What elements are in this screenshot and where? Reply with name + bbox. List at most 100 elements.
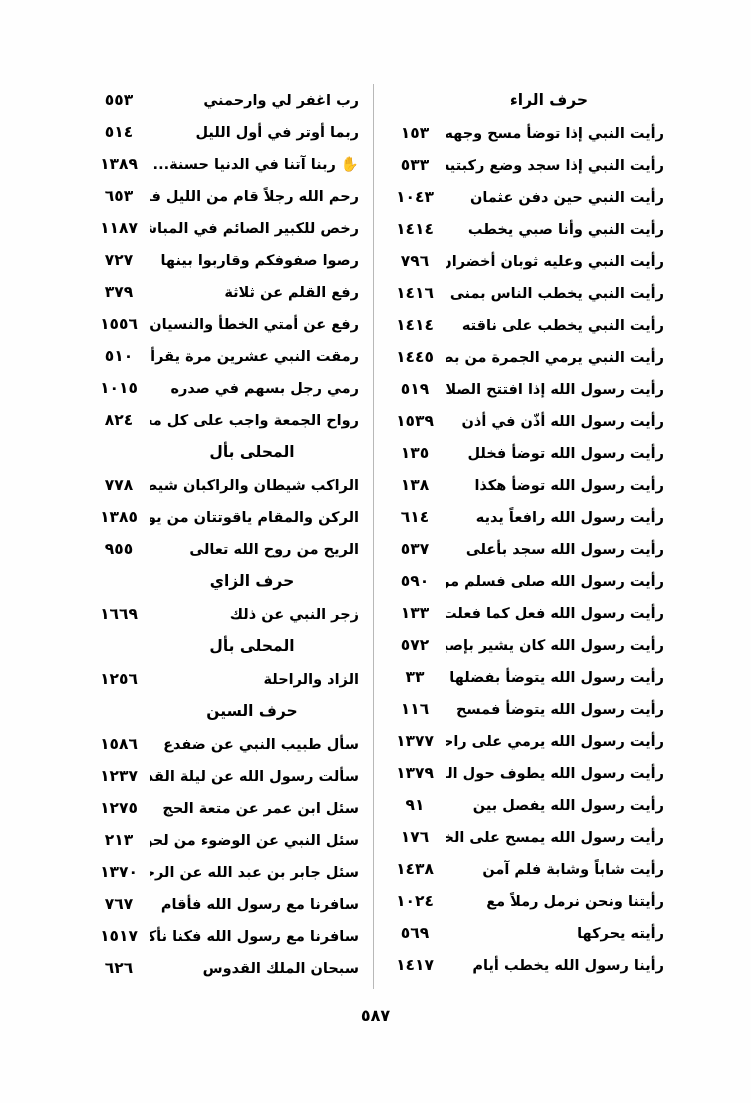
index-entry-title: رحم الله رجلاً قام من الليل فصلى	[150, 189, 359, 205]
index-entry[interactable]: سافرنا مع رسول الله فكنا نأكل ١٥١٧	[88, 920, 361, 952]
index-entry[interactable]: سئل ابن عمر عن متعة الحج ١٢٧٥	[88, 792, 361, 824]
index-entry-page-number: ١٥٣٩	[396, 412, 434, 430]
index-entry-page-number: ١٣٨٥	[100, 508, 138, 526]
index-entry-page-number: ١٣٧٧	[396, 732, 434, 750]
index-entry[interactable]: رأيت رسول الله فعل كما فعلت ١٣٣	[384, 597, 666, 629]
index-entry[interactable]: رأيت رسول الله يرمي على راحلته ١٣٧٧	[384, 725, 666, 757]
index-entry-title: رأيت النبي إذا توضأ مسح وجهه	[446, 126, 664, 142]
index-entry-page-number: ٧٩٦	[400, 252, 430, 270]
index-entry-page-number: ٥٥٣	[104, 91, 134, 109]
index-entry[interactable]: رأيت النبي يخطب على ناقته ١٤١٤	[384, 309, 666, 341]
index-entry[interactable]: رب اغفر لي وارحمني ٥٥٣	[88, 84, 361, 116]
index-entry-page-number: ١٣٥	[400, 444, 430, 462]
index-entry[interactable]: رأيت رسول الله يطوف حول البيت ١٣٧٩	[384, 757, 666, 789]
index-entry[interactable]: سألت رسول الله عن ليلة القدر ١٢٣٧	[88, 760, 361, 792]
index-entry-page-number: ٢١٣	[104, 831, 134, 849]
index-entry-title: رأيت رسول الله يتوضأ فمسح	[455, 702, 664, 718]
index-entry-page-number: ٨٢٤	[104, 411, 134, 429]
index-entry[interactable]: رأيت رسول الله يمسح على الخفين ١٧٦	[384, 821, 666, 853]
index-entry-title: رأيت رسول الله رافعاً يديه	[475, 510, 664, 526]
index-entry-page-number: ١٢٥٦	[100, 670, 138, 688]
index-entry[interactable]: الريح من روح الله تعالى ٩٥٥	[88, 533, 361, 565]
index-entry[interactable]: رفع عن أمتي الخطأ والنسيان ١٥٥٦	[88, 308, 361, 340]
section-heading: حرف الراء	[509, 91, 589, 109]
index-entry-title: رأيت رسول الله سجد بأعلى	[465, 542, 664, 558]
index-entry[interactable]: الركن والمقام ياقوتتان من يواقيت ١٣٨٥	[88, 501, 361, 533]
index-entry[interactable]: رأيت رسول الله يتوضأ بفضلها ٣٣	[384, 661, 666, 693]
index-entry[interactable]: رخص للكبير الصائم في المباشرة ١١٨٧	[88, 212, 361, 244]
index-entry[interactable]: سافرنا مع رسول الله فأقام ٧٦٧	[88, 888, 361, 920]
index-entry[interactable]: رأيت النبي وعليه ثوبان أخضران ٧٩٦	[384, 245, 666, 277]
index-entry[interactable]: الراكب شيطان والراكبان شيطانان ٧٧٨	[88, 469, 361, 501]
index-entry-page-number: ١٢٧٥	[100, 799, 138, 817]
index-entry[interactable]: رأينا رسول الله يخطب أيام ١٤١٧	[384, 949, 666, 981]
index-entry-title: الزاد والراحلة	[263, 672, 360, 688]
index-entry-title: رأيت النبي وعليه ثوبان أخضران	[446, 254, 664, 270]
index-entry-title: رأيت رسول الله توضأ فخلل	[467, 446, 664, 462]
index-entry-title: رأيت رسول الله يمسح على الخفين	[446, 830, 664, 846]
index-entry[interactable]: رأيت النبي إذا سجد وضع ركبتيه ٥٣٣	[384, 149, 666, 181]
index-entry-page-number: ١١٦	[400, 700, 430, 718]
index-entry-title: سئل ابن عمر عن متعة الحج	[162, 801, 359, 817]
index-entry[interactable]: رأيت النبي يخطب الناس بمنى ١٤١٦	[384, 277, 666, 309]
index-entry-page-number: ١٣٨	[400, 476, 430, 494]
index-entry[interactable]: رفع القلم عن ثلاثة ٣٧٩	[88, 276, 361, 308]
index-entry[interactable]: سبحان الملك القدوس ٦٢٦	[88, 952, 361, 984]
index-entry[interactable]: رأيت النبي يرمي الجمرة من بطن ١٤٤٥	[384, 341, 666, 373]
index-entry[interactable]: سئل جابر بن عبد الله عن الرجل ١٣٧٠	[88, 856, 361, 888]
index-entry[interactable]: رأيت رسول الله توضأ فخلل ١٣٥	[384, 437, 666, 469]
index-entry[interactable]: زجر النبي عن ذلك ١٦٦٩	[88, 598, 361, 630]
index-entry[interactable]: رأيت النبي حين دفن عثمان ١٠٤٣	[384, 181, 666, 213]
index-entry-title: رمقت النبي عشرين مرة يقرأ	[150, 349, 359, 365]
index-entry-page-number: ١٠١٥	[100, 379, 138, 397]
index-entry[interactable]: رأيت رسول الله إذا افتتح الصلاة ٥١٩	[384, 373, 666, 405]
index-entry-title: رخص للكبير الصائم في المباشرة	[150, 221, 359, 237]
index-entry[interactable]: ✋ ربنا آتنا في الدنيا حسنة... ✊ ١٣٨٩	[88, 148, 361, 180]
index-entry[interactable]: رأيت رسول الله صلى فسلم مرة ٥٩٠	[384, 565, 666, 597]
index-entry[interactable]: رحم الله رجلاً قام من الليل فصلى ٦٥٣	[88, 180, 361, 212]
index-entry[interactable]: الزاد والراحلة ١٢٥٦	[88, 663, 361, 695]
index-entry[interactable]: رأيت النبي وأنا صبي يخطب ١٤١٤	[384, 213, 666, 245]
index-entry-title: رمي رجل بسهم في صدره	[170, 381, 359, 397]
index-entry-page-number: ٦١٤	[400, 508, 430, 526]
index-entry[interactable]: رأيت رسول الله يتوضأ فمسح ١١٦	[384, 693, 666, 725]
index-entry-page-number: ١٣٣	[400, 604, 430, 622]
index-entry[interactable]: رواح الجمعة واجب على كل محتلم ٨٢٤	[88, 404, 361, 436]
index-entry[interactable]: رأيتنا ونحن نرمل رملاً مع ١٠٢٤	[384, 885, 666, 917]
index-entry-title: سبحان الملك القدوس	[202, 961, 360, 977]
index-entry[interactable]: سأل طبيب النبي عن ضفدع ١٥٨٦	[88, 728, 361, 760]
index-entry-page-number: ١٤١٦	[396, 284, 434, 302]
index-entry[interactable]: رمي رجل بسهم في صدره ١٠١٥	[88, 372, 361, 404]
index-entry-page-number: ٥٦٩	[400, 924, 430, 942]
index-entry-page-number: ١٤١٤	[396, 316, 434, 334]
index-entry-title: رأيت رسول الله فعل كما فعلت	[446, 606, 664, 622]
index-entry-title: رأيت رسول الله يتوضأ بفضلها	[449, 670, 664, 686]
index-entry[interactable]: سئل النبي عن الوضوء من لحوم ٢١٣	[88, 824, 361, 856]
index-entry[interactable]: رأيت رسول الله أذّن في أذن ١٥٣٩	[384, 405, 666, 437]
index-entry-title: رأيت شاباً وشابة فلم آمن	[482, 862, 664, 878]
index-entry-title: رواح الجمعة واجب على كل محتلم	[150, 413, 359, 429]
section-heading: المحلى بأل	[209, 443, 295, 461]
index-entry[interactable]: رأيت النبي إذا توضأ مسح وجهه ١٥٣	[384, 117, 666, 149]
index-entry-title: رأيت رسول الله توضأ هكذا	[474, 478, 664, 494]
index-entry[interactable]: ربما أوتر في أول الليل ٥١٤	[88, 116, 361, 148]
index-entry[interactable]: رأيت رسول الله توضأ هكذا ١٣٨	[384, 469, 666, 501]
index-entry-page-number: ٩١	[405, 796, 425, 814]
index-entry[interactable]: رأيته يحركها ٥٦٩	[384, 917, 666, 949]
index-entry-page-number: ٦٢٦	[104, 959, 134, 977]
index-entry-page-number: ١٥٨٦	[100, 735, 138, 753]
index-entry[interactable]: رأيت شاباً وشابة فلم آمن ١٤٣٨	[384, 853, 666, 885]
index-entry[interactable]: رمقت النبي عشرين مرة يقرأ ٥١٠	[88, 340, 361, 372]
index-entry[interactable]: رأيت رسول الله سجد بأعلى ٥٣٧	[384, 533, 666, 565]
section-heading: المحلى بأل	[209, 637, 295, 655]
index-entry[interactable]: رأيت رسول الله رافعاً يديه ٦١٤	[384, 501, 666, 533]
index-entry-title: رأيت رسول الله يطوف حول البيت	[446, 766, 664, 782]
page-number: ٥٨٧	[360, 1006, 391, 1025]
index-entry[interactable]: رأيت رسول الله كان يشير بإصبعه ٥٧٢	[384, 629, 666, 661]
index-entry-title: رفع عن أمتي الخطأ والنسيان	[150, 317, 359, 333]
index-entry[interactable]: رصوا صفوفكم وقاربوا بينها ٧٢٧	[88, 244, 361, 276]
index-entry[interactable]: رأيت رسول الله يفصل بين ٩١	[384, 789, 666, 821]
index-entry-title: ✋ ربنا آتنا في الدنيا حسنة... ✊	[150, 157, 359, 173]
index-entry-page-number: ٥٣٣	[400, 156, 430, 174]
index-entry-title: رأيت النبي إذا سجد وضع ركبتيه	[446, 158, 664, 174]
